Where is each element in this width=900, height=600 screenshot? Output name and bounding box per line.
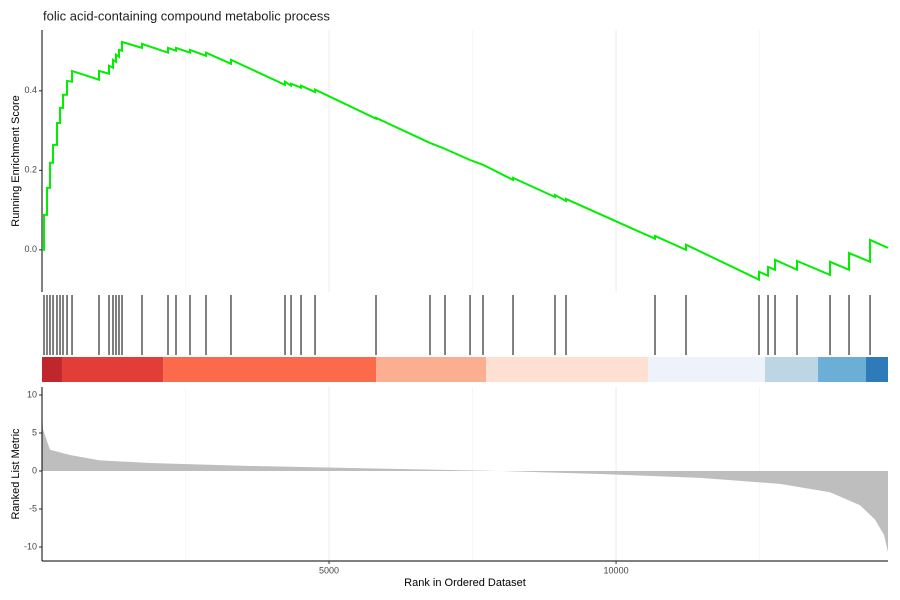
y-axis-title: Ranked List Metric (10, 428, 22, 520)
y-tick-label: 10 (27, 389, 37, 399)
y-axis-title: Running Enrichment Score (10, 95, 22, 226)
color-band (765, 357, 819, 382)
y-tick-label: 0.2 (24, 165, 37, 175)
color-band (42, 357, 62, 382)
color-band (163, 357, 376, 382)
y-tick-label: 0 (32, 465, 37, 475)
y-tick-label: 0.0 (24, 244, 37, 254)
y-tick-label: -5 (29, 503, 37, 513)
x-tick-label: 10000 (604, 565, 629, 575)
color-band (818, 357, 867, 382)
color-band (61, 357, 164, 382)
y-tick-label: -10 (24, 541, 37, 551)
x-tick-label: 5000 (319, 565, 339, 575)
y-tick-label: 0.4 (24, 85, 37, 95)
y-tick-label: 5 (32, 427, 37, 437)
color-band (647, 357, 766, 382)
color-band (486, 357, 648, 382)
color-band (866, 357, 888, 382)
metric-area (42, 410, 888, 553)
color-band (375, 357, 487, 382)
enrichment-line (42, 40, 889, 282)
x-axis-title: Rank in Ordered Dataset (404, 577, 526, 589)
chart-title: folic acid-containing compound metabolic… (43, 8, 330, 23)
